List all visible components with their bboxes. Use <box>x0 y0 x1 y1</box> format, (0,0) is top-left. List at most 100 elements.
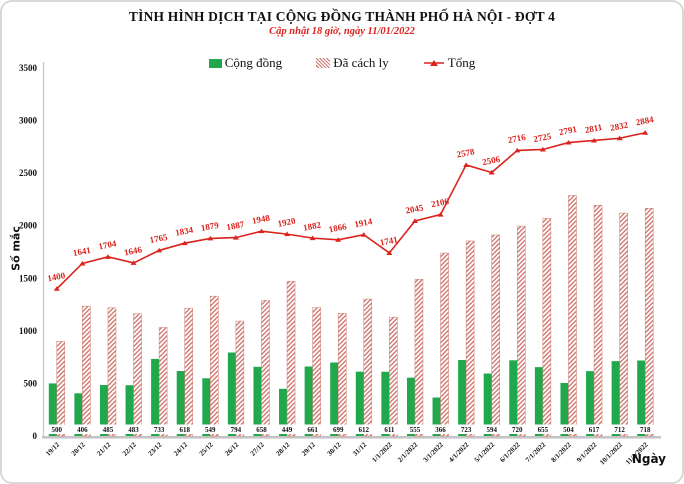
community-bar <box>99 385 108 436</box>
community-value: 483 <box>128 426 139 434</box>
community-bar <box>330 362 339 436</box>
x-axis-title: Ngày <box>631 452 666 466</box>
x-tick-label: 24/12 <box>172 440 189 457</box>
community-value-box <box>380 424 398 434</box>
isolated-bar <box>337 313 347 437</box>
total-marker-icon <box>463 162 470 167</box>
community-value: 794 <box>231 426 242 434</box>
isolated-bar <box>82 305 91 437</box>
total-marker-icon <box>514 147 521 153</box>
x-tick-label: 6/1/2022 <box>498 440 522 464</box>
total-marker-icon <box>488 169 495 175</box>
x-tick-label: 10/1/2022 <box>598 440 624 466</box>
community-value: 723 <box>461 426 472 434</box>
isolated-bar <box>133 313 142 437</box>
isolated-bar <box>414 279 424 437</box>
community-value-box <box>278 424 296 434</box>
isolated-bar <box>491 234 500 437</box>
total-marker-icon <box>335 237 342 242</box>
community-value: 658 <box>256 426 267 434</box>
legend-isolated-label: Đã cách ly <box>333 55 389 70</box>
total-value: 2506 <box>481 154 501 167</box>
community-value-box <box>508 424 526 434</box>
isolated-bar <box>363 298 373 437</box>
community-value: 500 <box>52 426 63 434</box>
community-bar <box>637 360 646 436</box>
community-bar <box>458 359 467 436</box>
isolated-bar <box>56 341 66 437</box>
community-bar <box>355 371 364 436</box>
total-value: 1741 <box>379 234 399 247</box>
y-tick-labels: 0 500 1000 1500 2000 2500 3000 3500 <box>19 63 38 441</box>
total-value: 2811 <box>584 122 604 135</box>
community-value-box <box>176 424 194 434</box>
x-tick-label: 28/12 <box>275 440 292 457</box>
y-tick-label: 500 <box>24 378 38 388</box>
x-tick-label: 5/1/2022 <box>473 440 497 464</box>
community-bar <box>381 371 390 436</box>
isolated-swatch-icon <box>316 58 331 68</box>
isolated-bar <box>619 212 628 437</box>
community-bar <box>483 373 492 436</box>
y-tick-label: 2500 <box>19 168 38 178</box>
total-value: 1400 <box>46 270 66 283</box>
y-tick-label: 3000 <box>19 116 38 126</box>
community-value-box <box>355 424 373 434</box>
community-value-box <box>534 424 552 434</box>
total-value: 1920 <box>277 215 297 228</box>
total-marker-icon <box>642 130 649 135</box>
total-marker-icon <box>79 260 86 266</box>
total-value: 2832 <box>609 120 629 133</box>
total-value: 1948 <box>251 213 271 226</box>
community-value-box <box>329 424 347 434</box>
community-bar <box>202 378 211 436</box>
community-value: 406 <box>77 426 88 434</box>
community-value: 712 <box>614 426 625 434</box>
total-marker-icon <box>284 231 291 237</box>
total-line <box>56 131 646 290</box>
isolated-bar <box>286 281 296 437</box>
isolated-bar <box>389 316 398 437</box>
isolated-bar <box>465 240 475 437</box>
y-tick-label: 3500 <box>19 63 38 73</box>
isolated-bar <box>517 225 526 437</box>
community-value: 366 <box>435 426 446 434</box>
community-bar <box>227 352 236 436</box>
community-value-box <box>304 424 322 434</box>
y-tick-label: 0 <box>33 431 38 441</box>
legend: Cộng đồng Đã cách ly Tổng <box>2 55 682 71</box>
community-bar <box>48 383 57 436</box>
total-marker-icon <box>156 247 163 253</box>
community-value: 611 <box>384 426 395 434</box>
community-bar <box>586 371 595 436</box>
total-marker-icon <box>130 260 137 265</box>
total-markers <box>53 130 649 291</box>
total-marker-icon <box>565 139 572 145</box>
total-value: 2791 <box>558 124 578 137</box>
community-value-box <box>636 424 654 434</box>
legend-community-label: Cộng đồng <box>224 55 283 70</box>
community-value-box <box>611 424 629 434</box>
community-value-labels: 500 406 485 483 733 618 549 794 658 449 661 699 612 6… <box>48 424 654 434</box>
x-axis-line <box>42 436 661 439</box>
total-marker-icon <box>360 232 367 237</box>
community-value-box <box>559 424 577 434</box>
community-bar <box>176 371 185 436</box>
total-marker-icon <box>386 250 393 255</box>
isolated-bar <box>440 252 449 437</box>
community-value-box <box>150 424 168 434</box>
community-value: 617 <box>589 426 600 434</box>
x-tick-label: 19/12 <box>44 440 61 457</box>
x-tick-label: 7/1/2022 <box>524 440 548 464</box>
community-bar <box>74 393 83 436</box>
community-value: 718 <box>640 426 651 434</box>
x-tick-labels: 19/12 20/12 21/12 22/12 23/12 24/12 25/12 26/12… <box>44 440 650 466</box>
x-tick-label: 4/1/2022 <box>447 440 471 464</box>
chart-subtitle: Cập nhật 18 giờ, ngày 11/01/2022 <box>269 26 415 37</box>
total-marker-icon <box>258 228 265 234</box>
legend-item-total: Tổng <box>423 55 475 71</box>
x-tick-label: 3/1/2022 <box>422 440 446 464</box>
x-tick-label: 9/1/2022 <box>575 440 599 464</box>
